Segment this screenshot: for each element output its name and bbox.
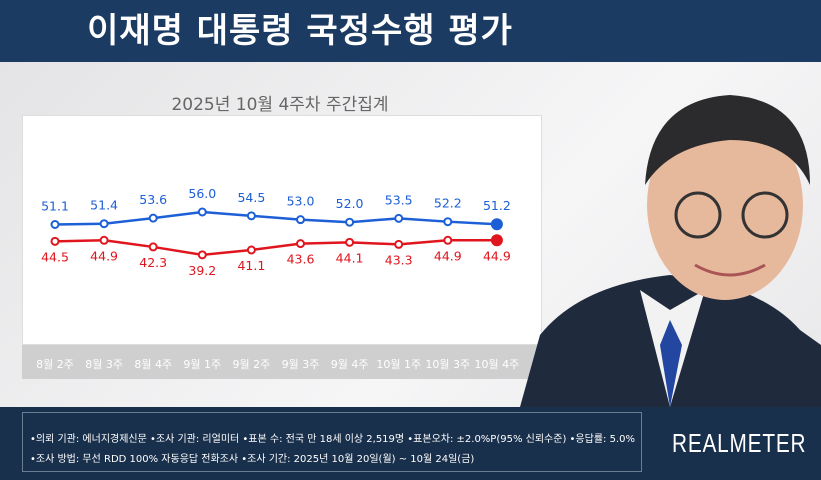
data-point (490, 218, 503, 231)
data-label: 44.9 (483, 248, 511, 263)
data-label: 44.1 (336, 250, 364, 265)
data-label: 44.9 (434, 248, 462, 263)
realmeter-logo: REALMETER (672, 428, 807, 458)
footer (0, 407, 821, 480)
data-point (296, 239, 305, 249)
data-point (345, 237, 355, 247)
data-point (148, 213, 158, 223)
x-tick-label: 9월 4주 (331, 358, 369, 371)
data-label: 44.5 (41, 249, 69, 264)
data-label: 52.2 (434, 196, 462, 211)
data-point (148, 242, 158, 252)
survey-info-line2: •조사 방법: 무선 RDD 100% 자동응답 전화조사 •조사 기간: 20… (30, 454, 475, 465)
x-tick-label: 9월 1주 (183, 358, 221, 371)
data-label: 52.0 (336, 196, 364, 211)
data-point (197, 250, 207, 260)
series-line-1 (54, 239, 497, 257)
data-label: 56.0 (188, 186, 216, 201)
data-label: 51.4 (90, 198, 118, 213)
data-point (246, 245, 256, 255)
plot-area (22, 115, 542, 345)
data-label: 53.6 (139, 192, 167, 207)
data-point (50, 236, 60, 246)
x-tick-label: 10월 4주 (475, 358, 520, 371)
data-point (99, 219, 109, 229)
data-point (296, 215, 305, 225)
survey-info-line1: •의뢰 기관: 에너지경제신문 •조사 기관: 리얼미터 •표본 수: 전국 만… (30, 434, 635, 445)
data-label: 44.9 (90, 248, 118, 263)
x-tick-label: 10월 1주 (376, 358, 421, 371)
survey-info-box (22, 412, 642, 472)
data-point (443, 235, 453, 245)
x-tick-label: 9월 2주 (233, 358, 271, 371)
data-point (246, 211, 256, 221)
data-point (394, 213, 404, 223)
data-point (197, 207, 207, 217)
x-tick-label: 8월 4주 (134, 358, 172, 371)
data-label: 54.5 (237, 190, 265, 205)
header-bar (0, 0, 821, 62)
data-point (99, 235, 109, 245)
data-point (345, 217, 355, 227)
series-line-0 (54, 210, 497, 226)
chart-title: 2025년 10월 4주차 주간집계 (171, 95, 389, 115)
data-label: 42.3 (139, 255, 167, 270)
x-tick-label: 9월 3주 (282, 358, 320, 371)
page-title: 이재명 대통령 국정수행 평가 (87, 11, 513, 51)
data-point (490, 234, 503, 247)
data-point (443, 217, 453, 227)
data-label: 43.3 (385, 252, 413, 267)
data-label: 51.2 (483, 198, 511, 213)
x-axis-band (22, 345, 542, 379)
x-tick-label: 8월 3주 (85, 358, 123, 371)
data-label: 41.1 (237, 258, 265, 273)
data-label: 53.0 (287, 194, 315, 209)
x-tick-label: 10월 3주 (425, 358, 470, 371)
data-label: 39.2 (188, 263, 216, 278)
x-tick-label: 8월 2주 (36, 358, 74, 371)
data-label: 43.6 (287, 252, 315, 267)
data-label: 53.5 (385, 192, 413, 207)
data-point (50, 219, 60, 229)
data-point (394, 239, 404, 249)
president-photo (520, 95, 821, 407)
data-label: 51.1 (41, 198, 69, 213)
